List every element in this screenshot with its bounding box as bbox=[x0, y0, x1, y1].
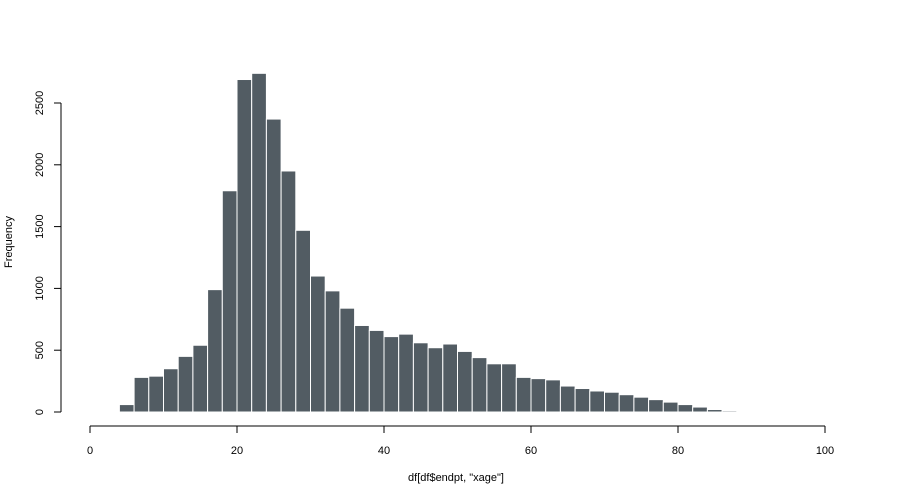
histogram-bar bbox=[633, 396, 650, 413]
x-tick-label: 60 bbox=[525, 445, 537, 457]
histogram-bar bbox=[515, 376, 532, 413]
histogram-bar bbox=[280, 170, 297, 413]
histogram-bar bbox=[148, 375, 165, 413]
y-tick-label: 0 bbox=[34, 409, 46, 415]
histogram-bar bbox=[221, 190, 238, 413]
histogram-bar bbox=[133, 376, 150, 413]
histogram-bar bbox=[692, 406, 708, 413]
histogram-bar bbox=[398, 333, 414, 413]
y-tick-label: 2000 bbox=[34, 153, 46, 177]
histogram-bar bbox=[324, 290, 341, 413]
histogram-bar bbox=[427, 347, 444, 413]
histogram-bar bbox=[471, 357, 488, 413]
histogram-bar bbox=[251, 72, 267, 413]
histogram-bar bbox=[207, 289, 223, 413]
histogram-bar bbox=[442, 343, 458, 413]
histogram-bar bbox=[662, 401, 679, 413]
x-axis-title: df[df$endpt, "xage"] bbox=[408, 472, 504, 484]
histogram-bar bbox=[236, 79, 253, 413]
x-axis-ticks: 0 20 40 60 80 100 bbox=[87, 426, 834, 457]
y-tick-label: 1500 bbox=[34, 214, 46, 238]
histogram-bar bbox=[163, 368, 179, 413]
histogram-bar bbox=[677, 404, 694, 413]
y-axis-ticks: 0 500 1000 1500 2000 2500 bbox=[34, 91, 61, 415]
histogram-bar bbox=[368, 329, 385, 413]
y-tick-label: 1000 bbox=[34, 276, 46, 300]
histogram-bar bbox=[559, 385, 576, 413]
y-axis-title: Frequency bbox=[3, 216, 15, 268]
x-tick-label: 80 bbox=[672, 445, 684, 457]
x-tick-label: 0 bbox=[87, 445, 93, 457]
histogram-bar bbox=[721, 410, 738, 413]
histogram-bar bbox=[383, 336, 400, 413]
histogram-bar bbox=[618, 394, 635, 413]
histogram-bar bbox=[295, 229, 311, 413]
histogram-bar bbox=[177, 355, 194, 413]
x-tick-label: 40 bbox=[378, 445, 390, 457]
histogram-bar bbox=[574, 388, 591, 413]
histogram-bar bbox=[354, 324, 370, 413]
histogram-bar bbox=[589, 390, 605, 413]
histogram-bar bbox=[265, 118, 282, 413]
histogram-bar bbox=[648, 399, 664, 413]
histogram-bar bbox=[192, 344, 209, 413]
y-tick-label: 500 bbox=[34, 341, 46, 359]
histogram-bar bbox=[706, 409, 723, 413]
histogram-bar bbox=[545, 379, 561, 413]
histogram-bar bbox=[118, 404, 135, 413]
y-tick-label: 2500 bbox=[34, 91, 46, 115]
histogram-bar bbox=[457, 350, 473, 413]
histogram-bar bbox=[530, 378, 547, 413]
histogram-bar bbox=[486, 363, 503, 413]
bars-group bbox=[118, 72, 738, 413]
histogram-bar bbox=[501, 363, 517, 413]
histogram-bar bbox=[310, 275, 326, 413]
histogram-bar bbox=[412, 342, 429, 413]
histogram-bar bbox=[339, 307, 356, 413]
histogram-bar bbox=[604, 391, 620, 413]
x-tick-label: 20 bbox=[231, 445, 243, 457]
x-tick-label: 100 bbox=[816, 445, 834, 457]
